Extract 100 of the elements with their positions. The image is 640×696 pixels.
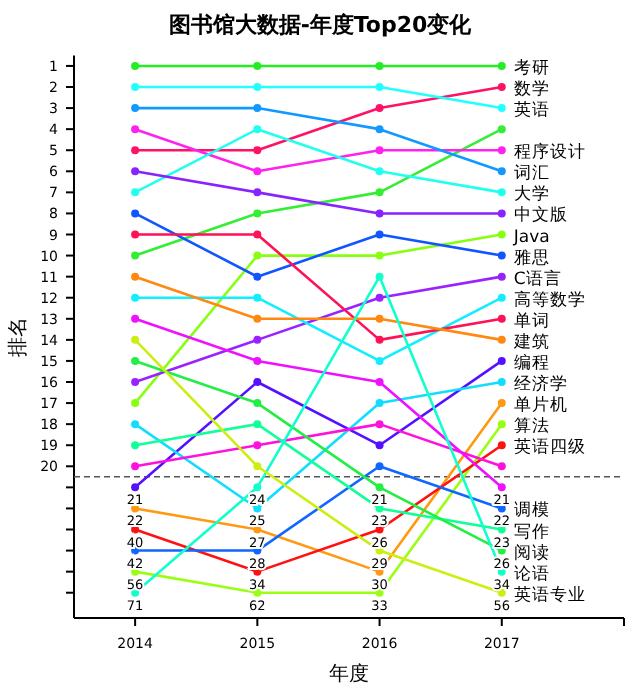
point bbox=[497, 399, 506, 408]
point bbox=[131, 399, 140, 408]
point bbox=[375, 399, 384, 408]
point bbox=[253, 399, 262, 408]
point bbox=[497, 146, 506, 155]
point bbox=[253, 483, 262, 492]
point bbox=[253, 125, 262, 134]
point bbox=[497, 230, 506, 239]
point bbox=[375, 167, 384, 176]
series-label: 英语四级 bbox=[513, 436, 586, 459]
point bbox=[131, 167, 140, 176]
point bbox=[253, 230, 262, 239]
point bbox=[375, 314, 384, 323]
point bbox=[131, 272, 140, 281]
point bbox=[131, 356, 140, 365]
y-axis-title: 排名 bbox=[6, 316, 30, 357]
series-label: 阅读 bbox=[513, 541, 550, 564]
point bbox=[497, 83, 506, 92]
point bbox=[375, 462, 384, 471]
point bbox=[131, 104, 140, 113]
point bbox=[375, 209, 384, 218]
point bbox=[497, 314, 506, 323]
point bbox=[375, 188, 384, 197]
series-label: 高等数学 bbox=[513, 288, 586, 311]
point bbox=[253, 335, 262, 344]
point bbox=[253, 504, 262, 513]
point bbox=[497, 209, 506, 218]
point bbox=[131, 188, 140, 197]
series-label: 写作 bbox=[513, 520, 550, 543]
point bbox=[253, 272, 262, 281]
point bbox=[497, 483, 506, 492]
point bbox=[375, 251, 384, 260]
series-label: 雅思 bbox=[513, 246, 550, 269]
point bbox=[131, 125, 140, 134]
series-label: 建筑 bbox=[511, 330, 550, 353]
point bbox=[131, 83, 140, 92]
point bbox=[253, 462, 262, 471]
point bbox=[253, 146, 262, 155]
point bbox=[131, 420, 140, 429]
point bbox=[497, 104, 506, 113]
point bbox=[131, 483, 140, 492]
point bbox=[131, 251, 140, 260]
point bbox=[375, 146, 384, 155]
point bbox=[497, 188, 506, 197]
point bbox=[131, 335, 140, 344]
point bbox=[497, 441, 506, 450]
point bbox=[497, 378, 506, 386]
point bbox=[497, 462, 506, 471]
series-label: 程序设计 bbox=[513, 141, 586, 164]
point bbox=[253, 209, 262, 218]
point bbox=[131, 293, 140, 302]
series-label: 数学 bbox=[513, 78, 550, 101]
point bbox=[131, 378, 140, 386]
series-label: 英语 bbox=[513, 99, 550, 122]
series-label: 中文版 bbox=[513, 204, 568, 227]
point bbox=[375, 356, 384, 365]
point bbox=[497, 293, 506, 302]
point bbox=[253, 104, 262, 113]
series-label: 论语 bbox=[513, 562, 550, 585]
point bbox=[375, 378, 384, 386]
point bbox=[375, 420, 384, 429]
point bbox=[497, 251, 506, 260]
series-label: 大学 bbox=[513, 183, 550, 206]
point bbox=[497, 420, 506, 429]
point bbox=[131, 209, 140, 218]
point bbox=[375, 293, 384, 302]
series-label: 单词 bbox=[513, 309, 550, 332]
point bbox=[131, 441, 140, 450]
point bbox=[375, 230, 384, 239]
point bbox=[253, 188, 262, 197]
series-label: 词汇 bbox=[513, 162, 550, 185]
series-label: 英语专业 bbox=[513, 583, 586, 606]
point bbox=[375, 104, 384, 113]
point bbox=[375, 335, 384, 344]
point bbox=[131, 314, 140, 323]
point bbox=[253, 356, 262, 365]
point bbox=[131, 462, 140, 471]
point bbox=[253, 61, 262, 70]
point bbox=[253, 378, 262, 386]
series-label: 经济学 bbox=[513, 373, 568, 395]
point bbox=[497, 272, 506, 281]
point bbox=[497, 167, 506, 176]
series-label: 单片机 bbox=[513, 394, 568, 417]
series-label: 调模 bbox=[513, 499, 550, 522]
point bbox=[131, 61, 140, 70]
point bbox=[375, 272, 384, 281]
series-label: C语言 bbox=[513, 267, 562, 290]
point bbox=[253, 441, 262, 450]
point bbox=[497, 125, 506, 134]
point bbox=[131, 146, 140, 155]
point bbox=[253, 251, 262, 260]
point bbox=[497, 335, 506, 344]
series-label: Java bbox=[511, 227, 550, 248]
point bbox=[375, 83, 384, 92]
point bbox=[375, 441, 384, 450]
point bbox=[375, 125, 384, 134]
point bbox=[497, 61, 506, 70]
point bbox=[497, 356, 506, 365]
point bbox=[131, 230, 140, 239]
series-label: 算法 bbox=[513, 415, 550, 438]
